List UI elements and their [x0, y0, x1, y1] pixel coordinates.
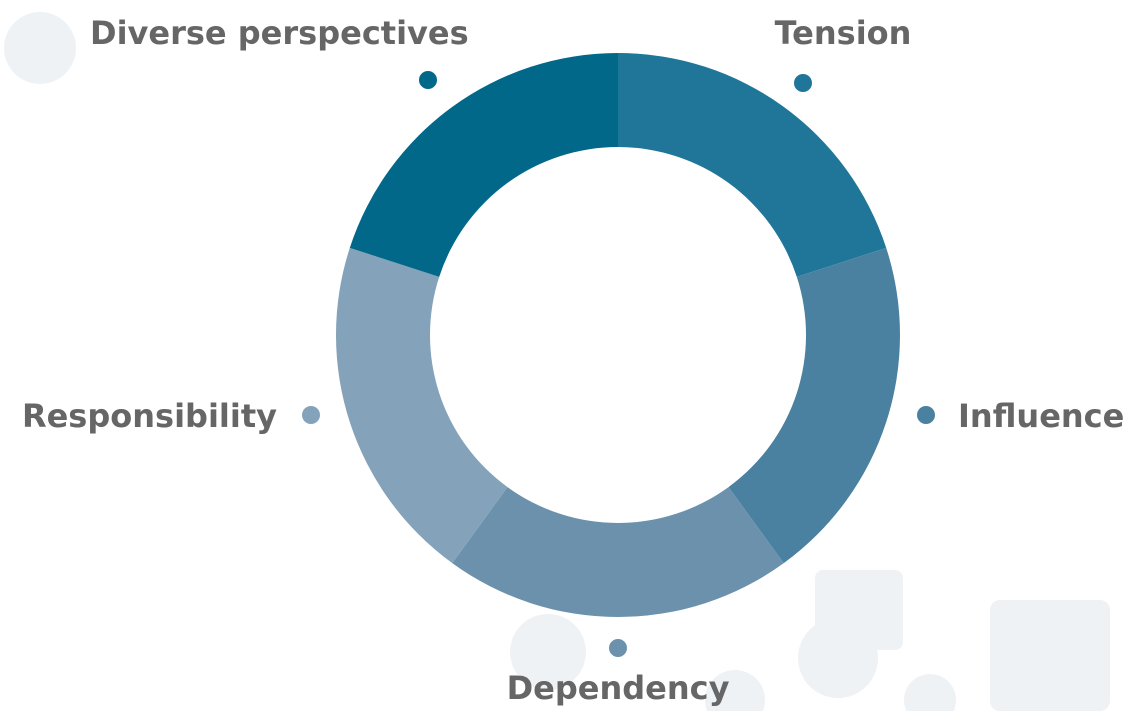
segment-label: Tension	[775, 14, 912, 52]
segment-label: Diverse perspectives	[90, 14, 469, 52]
legend-dot	[609, 639, 627, 657]
donut-segment	[452, 487, 784, 617]
donut-segment	[728, 247, 900, 564]
background-icons	[4, 12, 1110, 711]
legend-dot	[917, 406, 935, 424]
legend-dot	[794, 74, 812, 92]
donut-segment	[618, 53, 887, 277]
legend-dot	[419, 71, 437, 89]
donut-segment	[336, 247, 508, 564]
donut-segment	[349, 53, 618, 277]
segment-label: Influence	[958, 397, 1124, 435]
legend-dot	[302, 406, 320, 424]
segment-label: Dependency	[507, 669, 730, 707]
segment-label: Responsibility	[22, 397, 277, 435]
